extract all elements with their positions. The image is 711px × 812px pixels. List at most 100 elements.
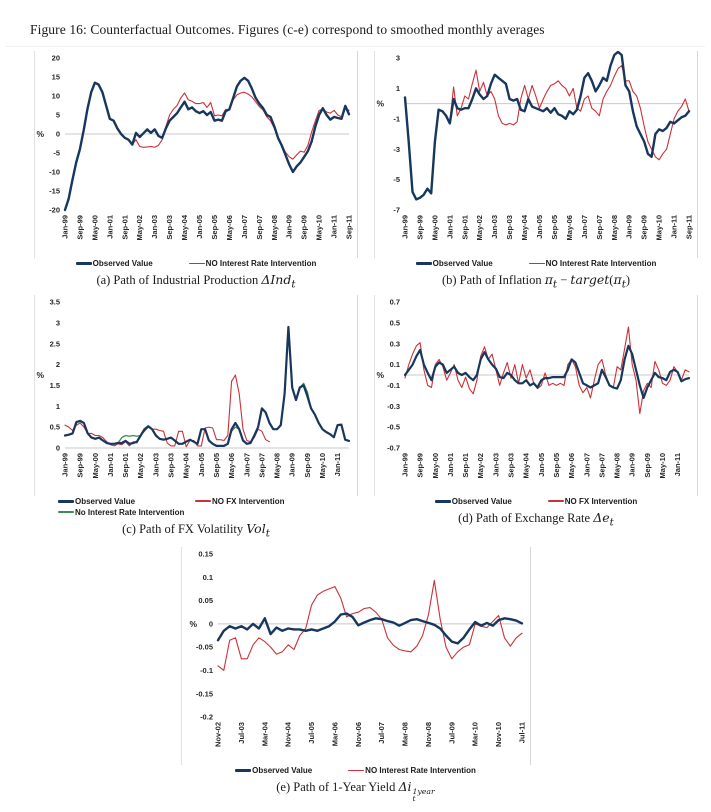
x-tick-label: May-00	[430, 215, 439, 240]
chart-one-year-yield-caption: (e) Path of 1-Year Yield Δi 1year t	[276, 779, 435, 804]
x-tick-label: May-02	[135, 215, 144, 240]
legend-label: Observed Value	[252, 766, 313, 775]
x-tick-label: Nov-08	[424, 722, 433, 747]
legend-label: No Interest Rate Intervention	[75, 507, 185, 517]
y-tick-label: 0	[208, 620, 212, 629]
series-line-no-fx-intervention	[404, 325, 690, 414]
x-tick-label: May-08	[270, 215, 279, 240]
x-tick-label: May-10	[315, 215, 324, 240]
x-tick-label: Jan-07	[580, 215, 589, 239]
x-tick-label: Nov-06	[353, 722, 362, 747]
x-tick-label: Jan-03	[490, 215, 499, 239]
x-tick-label: Sep-07	[257, 453, 266, 478]
y-tick-label: 0.15	[198, 550, 213, 559]
x-tick-label: Sep-11	[345, 215, 354, 239]
title-divider	[6, 46, 705, 47]
figure-title: Figure 16: Counterfactual Outcomes. Figu…	[30, 22, 545, 37]
x-tick-label: Nov-10	[494, 722, 503, 747]
y-tick-label: 0	[56, 443, 60, 452]
y-tick-label: 0.05	[198, 596, 213, 605]
x-tick-label: Jan-07	[582, 453, 591, 477]
chart-exchange-rate-caption: (d) Path of Exchange Rate Δet	[458, 509, 614, 529]
y-tick-label: 3.5	[50, 297, 60, 306]
chart-exchange-rate-legend: Observed Value NO FX Intervention	[374, 497, 698, 506]
y-tick-label: 0.1	[390, 360, 400, 369]
legend-observed-value: Observed Value	[415, 259, 493, 268]
legend-line-swatch	[58, 511, 74, 513]
x-tick-label: Jan-03	[151, 453, 160, 477]
x-tick-label: Sep-03	[165, 215, 174, 240]
y-tick-label: 0.1	[202, 573, 212, 582]
x-tick-label: May-02	[476, 453, 485, 478]
series-line-observed-value	[403, 51, 691, 201]
x-tick-label: Jan-09	[288, 453, 297, 477]
x-tick-label: Jan-07	[242, 453, 251, 477]
y-tick-label: -3	[393, 145, 400, 154]
x-tick-label: Sep-09	[300, 215, 309, 240]
series-line-observed-value	[63, 325, 351, 447]
y-axis-percent-label: %	[376, 99, 384, 109]
series-line-no-interest-rate-intervention	[64, 82, 350, 211]
y-tick-label: 2.5	[50, 339, 60, 348]
x-tick-label: May-04	[182, 452, 191, 478]
legend-line-swatch	[547, 500, 564, 502]
y-tick-label: -10	[49, 168, 60, 177]
x-tick-label: May-02	[136, 453, 145, 478]
x-tick-label: Jul-09	[447, 722, 456, 744]
legend-line-swatch	[188, 262, 205, 265]
x-tick-label: Sep-05	[210, 215, 219, 240]
x-tick-label: Sep-05	[212, 453, 221, 478]
chart-one-year-yield-legend: Observed Value NO Interest Rate Intervent…	[181, 766, 531, 775]
y-tick-label: 3	[396, 54, 400, 63]
series-line-no-interest-rate-intervention	[404, 65, 690, 200]
x-tick-label: Mar-08	[400, 722, 409, 746]
chart-industrial-production-caption: (a) Path of Industrial Production ΔIndt	[96, 272, 296, 291]
chart-fx-volatility-caption: (c) Path of FX Volatility Volt	[122, 520, 270, 540]
chart-fx-volatility-plot: 3.5 3 2.5 2 1.5 1 0.5 0% Jan-99 Sep-99 May-00 Jan-0…	[34, 294, 358, 496]
charts-row-1: 20 15 10 5 0 -5 -10 -15 -20% Jan-99 Sep-99 May-00 Ja…	[0, 51, 711, 291]
x-tick-label: Sep-01	[461, 453, 470, 478]
y-tick-label: 5	[56, 111, 60, 120]
y-tick-label: 1.5	[50, 381, 60, 390]
legend-label: Observed Value	[75, 496, 136, 506]
y-tick-label: 15	[52, 73, 60, 82]
y-tick-label: 20	[52, 54, 60, 63]
x-tick-label: Mar-10	[470, 722, 479, 746]
chart-inflation-plot: 3 1 -1 -3 -5 -7% Jan-99 Sep-99 May-00 Jan-01 Sep-0…	[374, 51, 698, 258]
series-line-observed-value	[63, 76, 351, 212]
x-tick-label: Sep-01	[120, 215, 129, 240]
legend-line-swatch	[434, 499, 451, 503]
y-tick-label: -20	[49, 206, 60, 215]
x-tick-label: Jan-01	[105, 215, 114, 239]
x-tick-label: Jan-07	[240, 215, 249, 239]
legend-label: NO Interest Rate Intervention	[545, 259, 657, 268]
y-axis-percent-label: %	[36, 129, 44, 139]
y-tick-label: 3	[56, 318, 60, 327]
x-tick-label: Sep-03	[507, 453, 516, 478]
series-line-observed-value	[216, 612, 523, 645]
x-tick-label: Sep-99	[416, 453, 425, 478]
legend-line-swatch	[528, 262, 545, 265]
legend-line-swatch	[75, 262, 92, 265]
x-tick-label: Jul-11	[517, 722, 526, 743]
legend-observed-value: Observed Value	[434, 497, 512, 506]
x-tick-label: May-06	[225, 215, 234, 240]
x-tick-label: May-08	[610, 215, 619, 240]
x-tick-label: Sep-01	[121, 453, 130, 478]
x-tick-label: May-00	[431, 453, 440, 478]
x-tick-label: May-06	[227, 453, 236, 478]
x-tick-label: Jan-11	[670, 215, 679, 238]
legend-observed-value: Observed Value	[235, 766, 312, 775]
chart-fx-volatility-legend: Observed Value NO FX Intervention No Inter…	[34, 497, 358, 517]
legend-line-swatch	[348, 769, 365, 772]
x-tick-label: Jan-03	[150, 215, 159, 239]
legend-no-interest-rate-intervention: No Interest Rate Intervention	[58, 508, 184, 517]
y-tick-label: -0.1	[200, 666, 213, 675]
x-tick-label: Sep-07	[255, 215, 264, 240]
x-tick-label: Jan-99	[61, 453, 70, 477]
x-tick-label: Jan-09	[285, 215, 294, 239]
x-tick-label: May-06	[567, 453, 576, 478]
legend-label: NO FX Intervention	[212, 496, 285, 506]
legend-line-swatch	[58, 499, 74, 503]
x-tick-label: Sep-99	[76, 453, 85, 478]
